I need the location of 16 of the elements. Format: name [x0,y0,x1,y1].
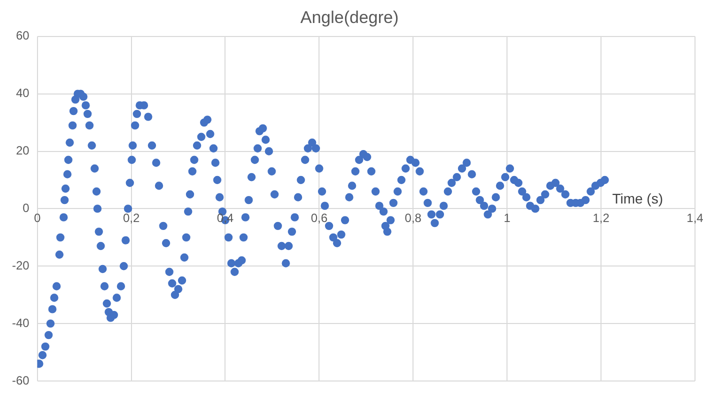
y-tick-label: -40 [12,316,30,330]
x-tick-label: 1,4 [686,211,703,226]
chart-title: Angle(degre) [300,8,399,27]
x-axis-title: Time (s) [612,190,663,207]
y-tick-label: 60 [16,28,30,43]
x-tick-label: 0,6 [310,211,328,226]
y-tick-label: 20 [16,144,30,158]
y-tick-label: -20 [12,258,30,272]
y-tick-label: 0 [22,201,30,216]
x-tick-label: 1,2 [592,211,610,226]
x-tick-label: 1 [504,211,511,226]
x-tick-label: 0 [34,211,41,226]
y-tick-label: -60 [12,373,30,388]
y-tick-label: 40 [16,86,30,100]
x-tick-label: 0,8 [404,211,422,226]
x-tick-label: 0,2 [122,211,140,226]
